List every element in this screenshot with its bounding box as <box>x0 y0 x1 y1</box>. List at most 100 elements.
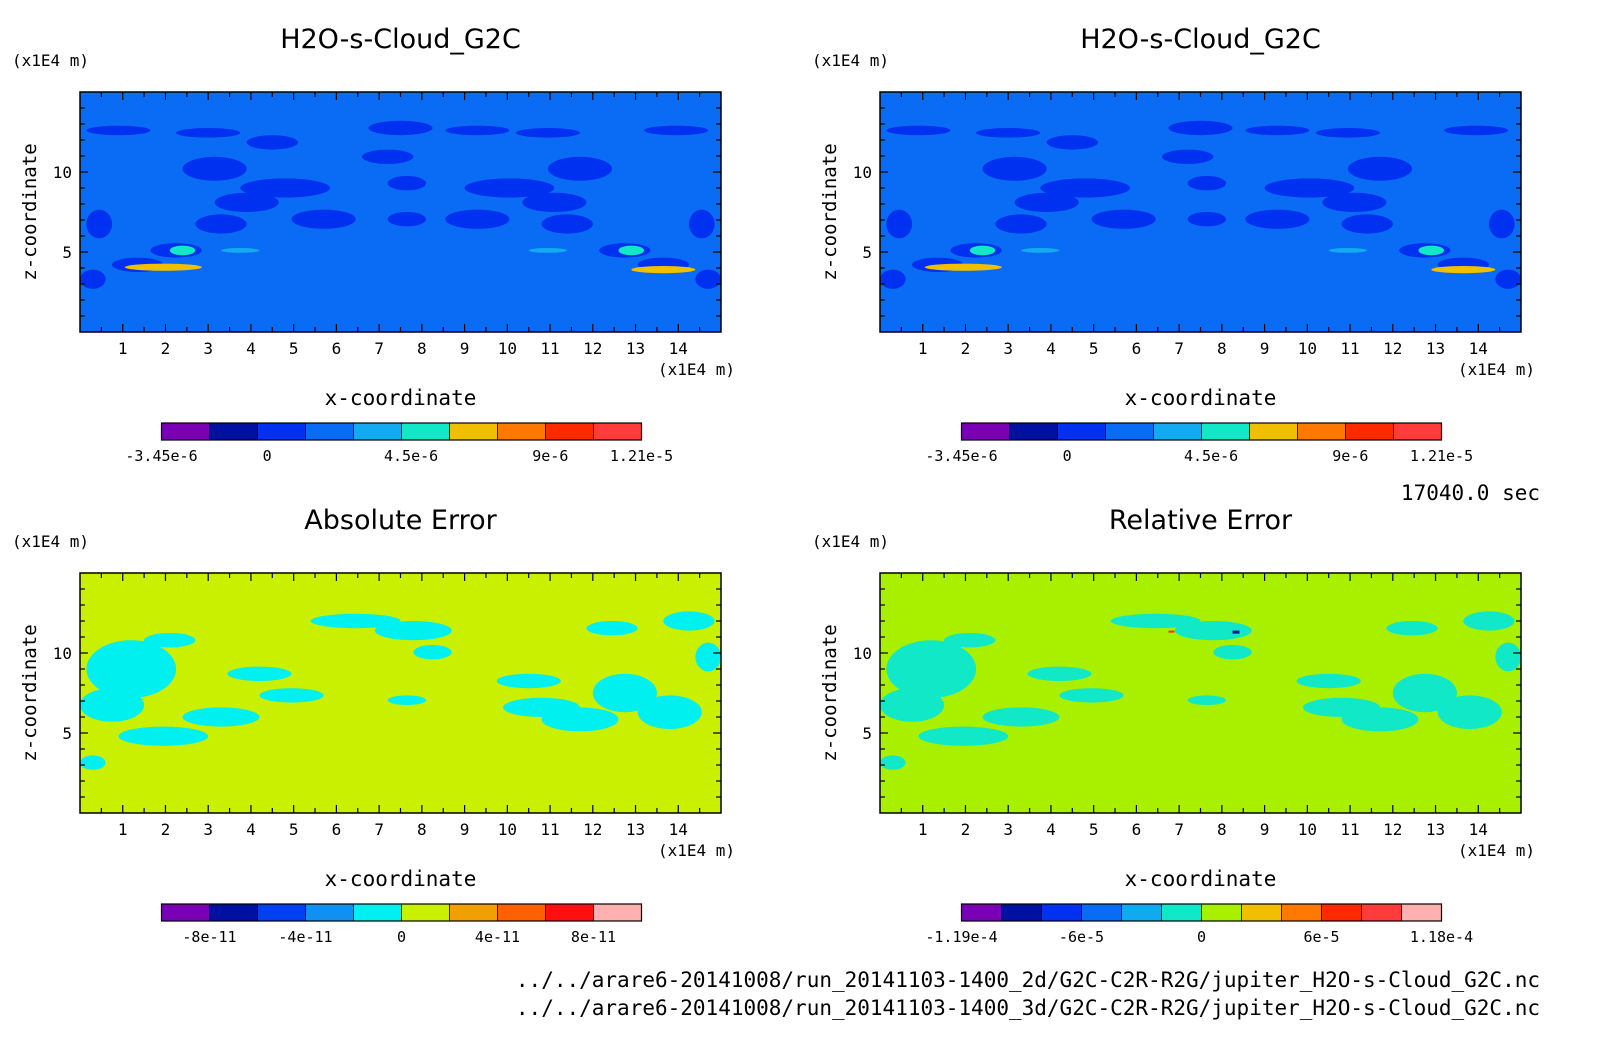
y-tick-label: 10 <box>853 163 872 182</box>
x-tick-label: 4 <box>246 339 256 358</box>
x-tick-label: 3 <box>1003 820 1013 839</box>
colorbar-swatch <box>1321 904 1362 921</box>
field-feature <box>374 621 452 641</box>
colorbar-label: -4e-11 <box>278 928 332 946</box>
colorbar-swatch <box>1401 904 1442 921</box>
field-feature <box>144 633 196 648</box>
field-feature <box>1245 209 1310 229</box>
x-tick-label: 8 <box>1217 820 1227 839</box>
field-feature <box>1315 128 1380 138</box>
colorbar-swatch <box>401 423 450 440</box>
field-feature <box>1431 266 1496 274</box>
field-feature <box>1014 192 1079 212</box>
colorbar-swatch <box>545 423 594 440</box>
field-feature <box>1495 642 1522 672</box>
y-unit-label: (x1E4 m) <box>812 51 889 70</box>
x-tick-label: 11 <box>1340 820 1359 839</box>
field-feature <box>547 156 613 181</box>
x-tick-label: 5 <box>1089 820 1099 839</box>
x-tick-label: 3 <box>1003 339 1013 358</box>
field-feature <box>924 263 1002 271</box>
field-feature <box>1232 630 1240 634</box>
colorbar-swatch <box>1153 423 1202 440</box>
chart-panel-3: Absolute Error(x1E4 m)(x1E4 m)1 2 3 4 5 6 7 8 9 1… <box>12 505 735 946</box>
field-feature <box>80 755 106 770</box>
colorbar-label: 1.21e-5 <box>610 447 673 465</box>
field-feature <box>1187 695 1227 705</box>
colorbar-swatch <box>305 904 354 921</box>
x-tick-label: 2 <box>961 339 971 358</box>
field-feature <box>880 755 906 770</box>
colorbar-swatch <box>257 904 306 921</box>
file-path-3d: ../../arare6-20141008/run_20141103-1400_… <box>515 996 1540 1020</box>
x-tick-label: 8 <box>1217 339 1227 358</box>
y-tick-label: 10 <box>53 163 72 182</box>
x-tick-label: 10 <box>498 820 517 839</box>
field-feature <box>246 135 298 150</box>
x-tick-label: 2 <box>161 339 171 358</box>
x-tick-label: 2 <box>961 820 971 839</box>
colorbar-swatch <box>593 904 642 921</box>
field-feature <box>387 212 427 227</box>
field-feature <box>976 128 1041 138</box>
field-feature <box>80 688 145 722</box>
chart-panel-2: H2O-s-Cloud_G2C(x1E4 m)(x1E4 m)1 2 3 4 5 6 7 8 9… <box>812 24 1535 465</box>
field-feature <box>982 156 1047 181</box>
field-feature <box>387 695 427 705</box>
x-unit-label: (x1E4 m) <box>1458 360 1535 379</box>
x-tick-label: 12 <box>583 339 602 358</box>
x-tick-label: 5 <box>289 339 299 358</box>
field-feature <box>1418 245 1445 256</box>
chart-title: H2O-s-Cloud_G2C <box>1080 24 1321 55</box>
colorbar-swatch <box>449 423 498 440</box>
chart-title: H2O-s-Cloud_G2C <box>280 24 521 55</box>
field-feature <box>631 266 696 274</box>
colorbar-label: -3.45e-6 <box>925 447 997 465</box>
field-feature <box>1213 645 1252 660</box>
y-tick-label: 5 <box>62 243 72 262</box>
field-feature <box>182 707 260 727</box>
x-tick-label: 9 <box>460 820 470 839</box>
colorbar-label: -8e-11 <box>182 928 236 946</box>
field-feature <box>387 176 427 191</box>
field-feature <box>86 209 113 239</box>
field-feature <box>1245 125 1310 136</box>
field-feature <box>445 209 510 229</box>
x-tick-label: 13 <box>626 339 645 358</box>
colorbar-swatch <box>449 904 498 921</box>
field-feature <box>1168 120 1233 136</box>
field-feature <box>1488 209 1515 239</box>
x-axis-label: x-coordinate <box>1125 867 1277 891</box>
x-tick-label: 12 <box>583 820 602 839</box>
field-feature <box>1091 209 1156 229</box>
field-feature <box>214 192 279 212</box>
field-feature <box>1174 621 1252 641</box>
field-feature <box>586 621 638 636</box>
field-feature <box>982 707 1060 727</box>
colorbar-label: 4e-11 <box>475 928 520 946</box>
time-label: 17040.0 sec <box>1400 481 1540 505</box>
field-feature <box>1021 248 1060 253</box>
x-unit-label: (x1E4 m) <box>658 360 735 379</box>
x-tick-label: 9 <box>460 339 470 358</box>
field-feature <box>918 726 1009 746</box>
colorbar-swatch <box>161 423 210 440</box>
colorbar-swatch <box>1241 904 1282 921</box>
x-tick-label: 10 <box>498 339 517 358</box>
field-feature <box>445 125 510 136</box>
field-feature <box>1444 125 1509 136</box>
x-tick-label: 7 <box>374 339 384 358</box>
x-tick-label: 4 <box>246 820 256 839</box>
field-feature <box>227 666 292 681</box>
field-feature <box>124 263 202 271</box>
field-feature <box>1328 248 1368 253</box>
colorbar-swatch <box>1081 904 1122 921</box>
field-feature <box>522 192 587 212</box>
colorbar-label: 0 <box>1063 447 1072 465</box>
y-unit-label: (x1E4 m) <box>12 51 89 70</box>
colorbar-label: 4.5e-6 <box>384 447 438 465</box>
x-tick-label: 9 <box>1260 820 1270 839</box>
field-feature <box>880 269 906 289</box>
colorbar-label: 4.5e-6 <box>1184 447 1238 465</box>
field-feature <box>592 673 657 713</box>
